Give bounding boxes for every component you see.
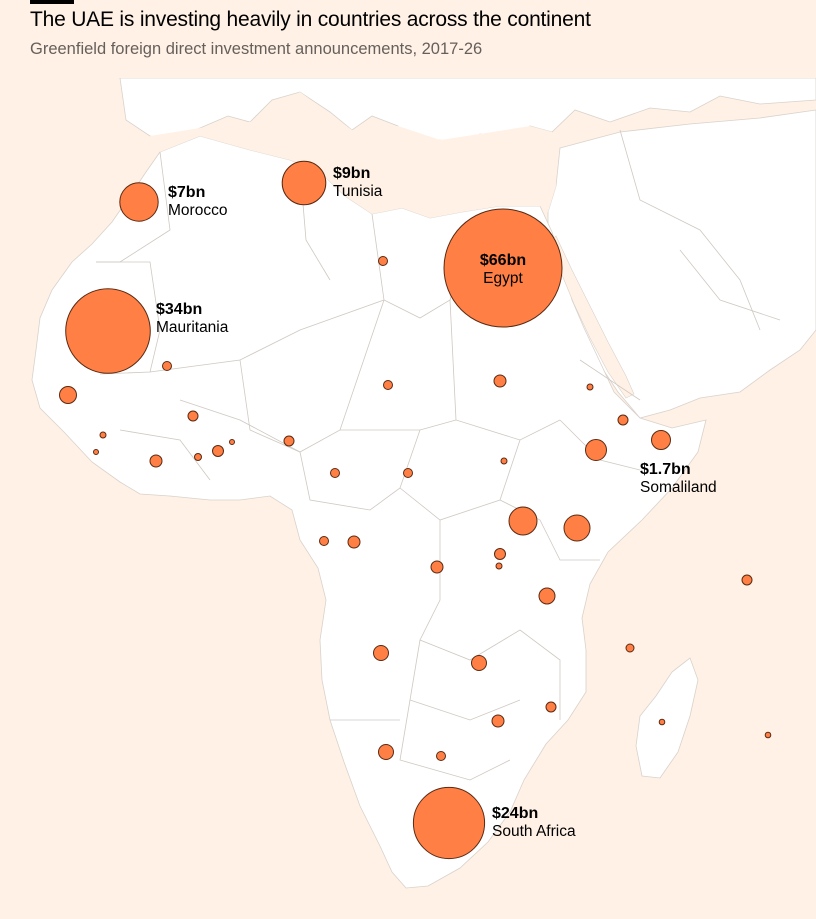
bubble-unlabeled — [625, 643, 635, 653]
bubble-unlabeled — [59, 386, 77, 404]
bubble-unlabeled — [378, 744, 394, 760]
bubble-egypt — [443, 208, 563, 328]
value-label-tunisia: $9bn — [333, 165, 370, 182]
bubble-unlabeled — [545, 701, 557, 713]
bubble-unlabeled — [378, 256, 388, 266]
chart-title: The UAE is investing heavily in countrie… — [30, 8, 591, 31]
bubble-unlabeled — [99, 431, 107, 439]
country-borders — [96, 129, 781, 781]
bubble-unlabeled — [586, 383, 594, 391]
chart-subtitle: Greenfield foreign direct investment ann… — [30, 40, 483, 58]
bubble-morocco — [119, 182, 159, 222]
bubble-unlabeled — [493, 374, 507, 388]
country-label-egypt: Egypt — [483, 270, 523, 287]
landmass-layer — [31, 78, 816, 889]
bubble-unlabeled — [741, 574, 753, 586]
bubble-unlabeled — [495, 562, 503, 570]
value-label-egypt: $66bn — [480, 252, 526, 269]
bubble-unlabeled — [471, 655, 487, 671]
country-label-mauritania: Mauritania — [156, 319, 229, 336]
bubble-unlabeled — [162, 361, 172, 371]
bubble-unlabeled — [229, 439, 235, 445]
bubble-mauritania — [65, 288, 151, 374]
bubble-unlabeled — [500, 457, 508, 465]
bubble-south-africa — [412, 786, 486, 860]
bubble-unlabeled — [617, 414, 629, 426]
value-label-mauritania: $34bn — [156, 301, 202, 318]
country-label-south-africa: South Africa — [492, 823, 576, 840]
bubble-unlabeled — [283, 435, 295, 447]
value-label-somaliland: $1.7bn — [640, 461, 691, 478]
country-label-morocco: Morocco — [168, 202, 227, 219]
bubble-unlabeled — [330, 468, 340, 478]
bubble-unlabeled — [383, 380, 393, 390]
bubble-unlabeled — [93, 449, 99, 455]
bubble-unlabeled — [187, 410, 199, 422]
bubble-unlabeled — [538, 587, 556, 605]
bubble-unlabeled — [149, 454, 163, 468]
bubble-unlabeled — [563, 514, 591, 542]
madagascar-landmass — [635, 657, 699, 779]
bubble-layer — [59, 160, 772, 860]
bubble-somaliland — [651, 430, 671, 450]
bubble-unlabeled — [212, 445, 224, 457]
bubble-unlabeled — [319, 536, 329, 546]
bubble-unlabeled — [347, 535, 361, 549]
value-label-morocco: $7bn — [168, 184, 205, 201]
bubble-unlabeled — [436, 751, 446, 761]
bubble-unlabeled — [508, 506, 538, 536]
top-rule — [30, 0, 74, 4]
bubble-unlabeled — [494, 548, 506, 560]
bubble-unlabeled — [764, 731, 772, 739]
bubble-unlabeled — [658, 718, 666, 726]
bubble-unlabeled — [194, 453, 202, 461]
bubble-tunisia — [281, 160, 327, 206]
bubble-unlabeled — [403, 468, 413, 478]
bubble-unlabeled — [491, 714, 505, 728]
bubble-unlabeled — [585, 439, 607, 461]
bubble-unlabeled — [430, 560, 444, 574]
mediterranean-sea — [150, 92, 556, 218]
country-label-somaliland: Somaliland — [640, 479, 717, 496]
value-label-south-africa: $24bn — [492, 805, 538, 822]
country-label-tunisia: Tunisia — [333, 183, 383, 200]
bubble-unlabeled — [373, 645, 389, 661]
